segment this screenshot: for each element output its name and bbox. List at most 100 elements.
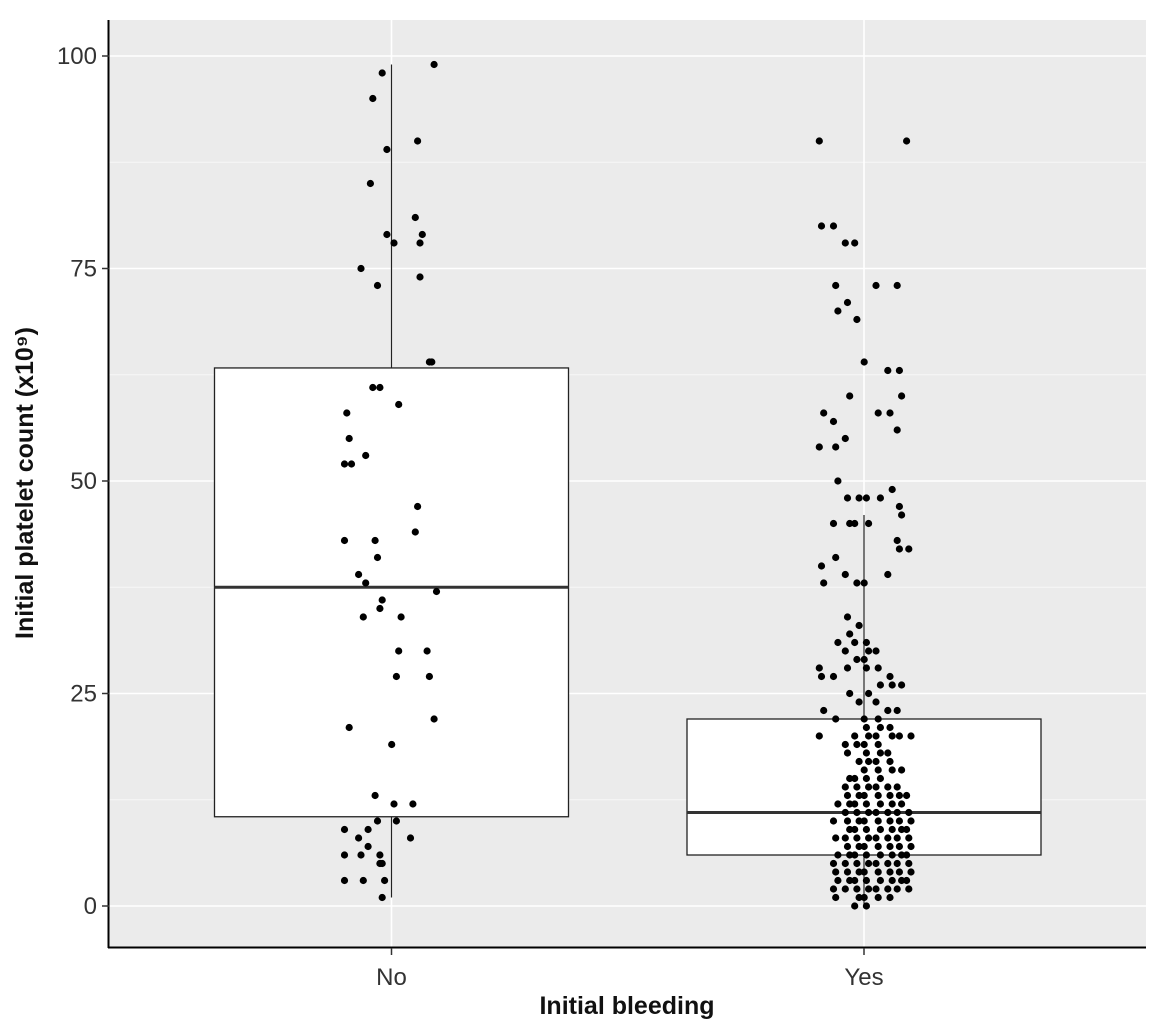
data-point: [872, 757, 880, 766]
data-point: [395, 647, 403, 655]
data-point: [369, 383, 377, 392]
data-point: [817, 222, 826, 230]
data-point: [395, 400, 403, 409]
data-point: [851, 638, 859, 647]
data-point: [884, 570, 892, 579]
data-point: [855, 868, 863, 876]
data-point: [895, 791, 904, 800]
data-point: [355, 570, 363, 579]
data-point: [872, 732, 880, 740]
data-point: [888, 766, 896, 774]
data-point: [862, 876, 871, 885]
data-point: [832, 443, 840, 451]
data-point: [865, 647, 873, 655]
data-point: [862, 749, 871, 757]
data-point: [898, 681, 906, 689]
data-point: [832, 553, 840, 562]
data-point: [893, 859, 901, 868]
data-point: [855, 817, 863, 825]
data-point: [829, 672, 838, 681]
data-point: [853, 579, 861, 587]
data-point: [860, 715, 868, 723]
data-point: [851, 902, 859, 910]
data-point: [418, 230, 426, 239]
data-point: [862, 851, 871, 859]
data-point: [884, 834, 892, 842]
data-point: [376, 383, 384, 392]
data-point: [907, 817, 915, 825]
data-point: [884, 366, 892, 375]
data-point: [416, 239, 424, 247]
data-point: [373, 817, 382, 825]
data-point: [383, 230, 391, 239]
data-point: [841, 834, 849, 842]
data-point: [846, 630, 854, 638]
data-point: [876, 749, 885, 757]
y-tick-label: 50: [70, 468, 97, 495]
data-point: [905, 885, 913, 893]
data-point: [815, 443, 823, 451]
data-point: [872, 281, 880, 290]
data-point: [884, 808, 892, 817]
data-point: [340, 851, 349, 859]
data-point: [895, 545, 904, 553]
data-point: [392, 817, 400, 825]
data-point: [829, 417, 838, 426]
data-point: [865, 689, 873, 698]
box-yes: [686, 718, 1042, 856]
data-point: [832, 834, 840, 842]
data-point: [409, 800, 417, 808]
data-point: [345, 434, 353, 443]
data-point: [865, 732, 873, 740]
y-tick-label: 100: [57, 43, 97, 70]
data-point: [834, 876, 842, 885]
data-point: [390, 239, 398, 247]
data-point: [860, 817, 868, 825]
data-point: [369, 94, 377, 103]
data-point: [817, 672, 826, 681]
data-point: [834, 477, 842, 485]
data-point: [895, 732, 904, 740]
data-point: [428, 358, 436, 366]
data-point: [851, 239, 859, 247]
data-point: [876, 851, 885, 859]
data-point: [872, 698, 880, 706]
data-point: [884, 706, 892, 715]
data-point: [364, 825, 372, 834]
data-point: [843, 494, 852, 502]
data-point: [874, 791, 882, 800]
data-point: [886, 757, 894, 766]
data-point: [893, 783, 901, 791]
data-point: [874, 740, 882, 749]
data-point: [432, 587, 441, 596]
data-point: [886, 868, 894, 876]
data-point: [829, 519, 838, 528]
data-point: [860, 868, 868, 876]
data-point: [843, 298, 852, 307]
data-point: [874, 893, 882, 902]
data-point: [905, 859, 913, 868]
data-point: [851, 774, 859, 783]
data-point: [843, 791, 852, 800]
data-point: [886, 409, 894, 417]
data-point: [815, 732, 823, 740]
data-point: [862, 800, 871, 808]
data-point: [430, 60, 438, 69]
data-point: [872, 647, 880, 655]
data-point: [895, 817, 904, 825]
data-point: [362, 451, 370, 460]
data-point: [865, 519, 873, 528]
data-point: [414, 502, 422, 511]
data-point: [903, 137, 911, 145]
data-point: [423, 647, 431, 655]
data-point: [895, 366, 904, 375]
data-point: [357, 264, 365, 273]
data-point: [843, 613, 852, 621]
data-point: [862, 638, 871, 647]
box-no: [213, 367, 570, 818]
data-point: [903, 876, 911, 885]
data-point: [851, 876, 859, 885]
data-point: [371, 791, 379, 800]
data-point: [860, 791, 868, 800]
data-point: [860, 740, 868, 749]
